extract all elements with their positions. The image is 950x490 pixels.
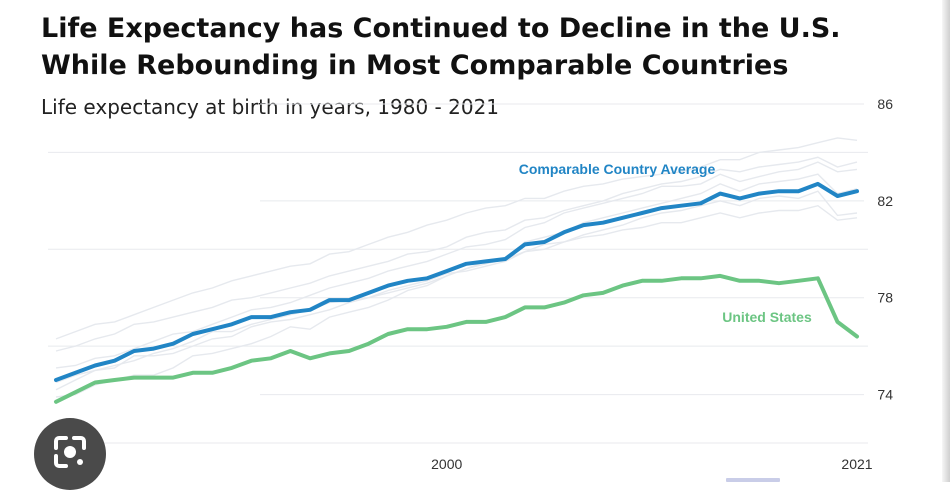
y-tick-backdrop [864, 93, 894, 113]
chart-title: Life Expectancy has Continued to Decline… [41, 13, 841, 81]
y-tick-backdrop [864, 286, 894, 307]
y-tick-label: 82 [877, 193, 893, 209]
y-tick-backdrop [864, 189, 894, 210]
comparable-country-line [55, 156, 858, 352]
y-tick-backdrop [864, 383, 894, 404]
united-states-line [54, 273, 859, 404]
y-tick-label: 86 [877, 96, 893, 112]
x-tick-label: 2021 [841, 456, 872, 472]
google-lens-icon [54, 436, 86, 468]
x-axis-ticks: 198020002021 [40, 456, 872, 472]
series-label-comparable-average: Comparable Country Average [519, 161, 716, 177]
comparable-average-line [54, 181, 859, 382]
google-lens-button[interactable] [34, 418, 106, 490]
screen-edge [942, 0, 950, 482]
source-credit-fragment [726, 478, 780, 482]
y-tick-label: 78 [877, 290, 893, 306]
series-labels: Comparable Country Average United States [519, 161, 812, 325]
x-tick-label: 2000 [431, 456, 462, 472]
comparable-country-line [55, 161, 858, 369]
comparable-country-lines [55, 137, 858, 398]
series-lines [54, 181, 859, 404]
y-axis-ticks: 74 78 82 86 [864, 93, 894, 404]
chart-subtitle: Life expectancy at birth in years, 1980 … [41, 95, 500, 119]
comparable-country-line [55, 173, 858, 398]
comparable-country-line [55, 190, 858, 384]
comparable-country-line [55, 137, 858, 340]
series-label-united-states: United States [722, 309, 812, 325]
gridlines [48, 103, 868, 444]
y-tick-label: 74 [877, 387, 893, 403]
